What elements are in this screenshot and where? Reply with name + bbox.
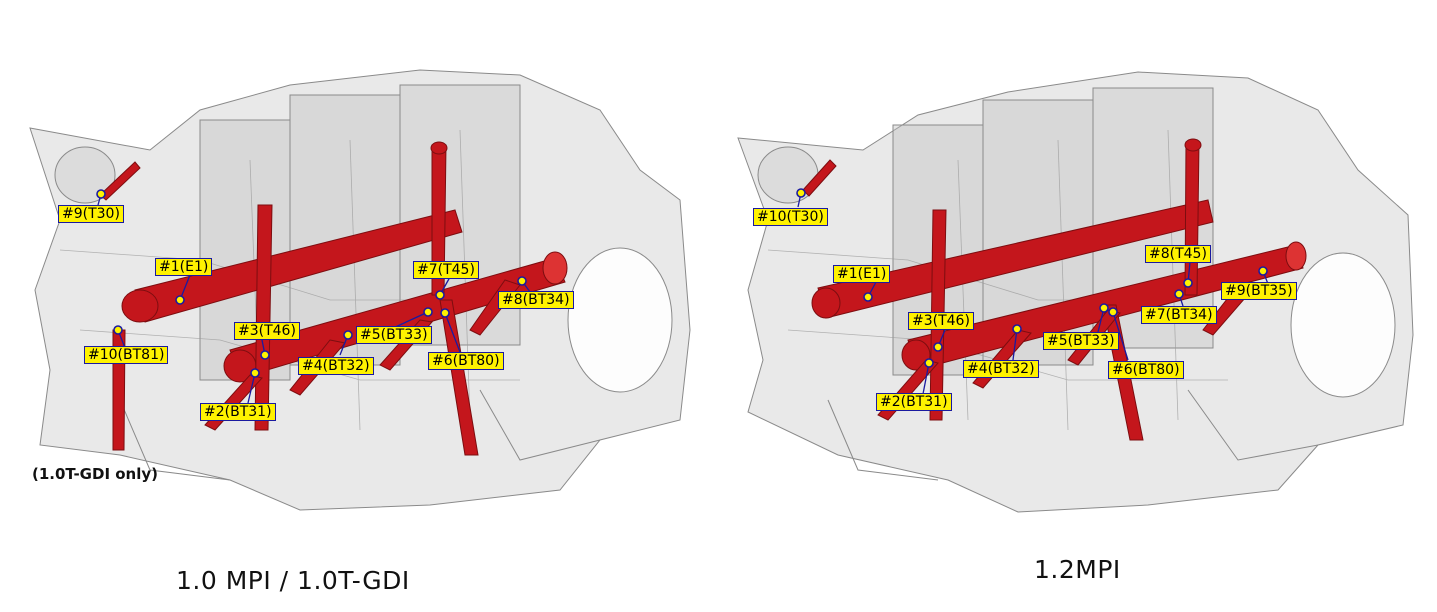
callout-label: #4(BT32)	[298, 357, 374, 375]
callout-label: #6(BT80)	[1108, 361, 1184, 379]
callout-label: #9(T30)	[58, 205, 124, 223]
right-engine-diagram: #10(T30) #1(E1) #8(T45) #9(BT35) #3(T46)…	[718, 0, 1437, 612]
callout-label: #7(BT34)	[1141, 306, 1217, 324]
callout-label: #3(T46)	[908, 312, 974, 330]
callout-label: #8(BT34)	[498, 291, 574, 309]
callout-label: #9(BT35)	[1221, 282, 1297, 300]
callout-label: #10(T30)	[753, 208, 828, 226]
callout-label: #2(BT31)	[876, 393, 952, 411]
callout-label: #7(T45)	[413, 261, 479, 279]
variant-note: (1.0T-GDI only)	[32, 465, 159, 483]
callout-label: #2(BT31)	[200, 403, 276, 421]
callout-label: #4(BT32)	[963, 360, 1039, 378]
callout-label: #3(T46)	[234, 322, 300, 340]
left-engine-diagram: #9(T30) #1(E1) #7(T45) #8(BT34) #10(BT81…	[0, 0, 718, 612]
right-engine-block-graphic	[737, 71, 1414, 513]
callout-label: #5(BT33)	[1043, 332, 1119, 350]
callout-label: #6(BT80)	[428, 352, 504, 370]
callout-label: #10(BT81)	[84, 346, 169, 364]
left-engine-block-graphic	[29, 69, 691, 511]
callout-label: #1(E1)	[155, 258, 213, 276]
callout-label: #5(BT33)	[356, 326, 432, 344]
callout-label: #8(T45)	[1145, 245, 1211, 263]
callout-label: #1(E1)	[833, 265, 891, 283]
right-caption: 1.2MPI	[1034, 555, 1121, 584]
left-caption: 1.0 MPI / 1.0T-GDI	[176, 566, 410, 595]
